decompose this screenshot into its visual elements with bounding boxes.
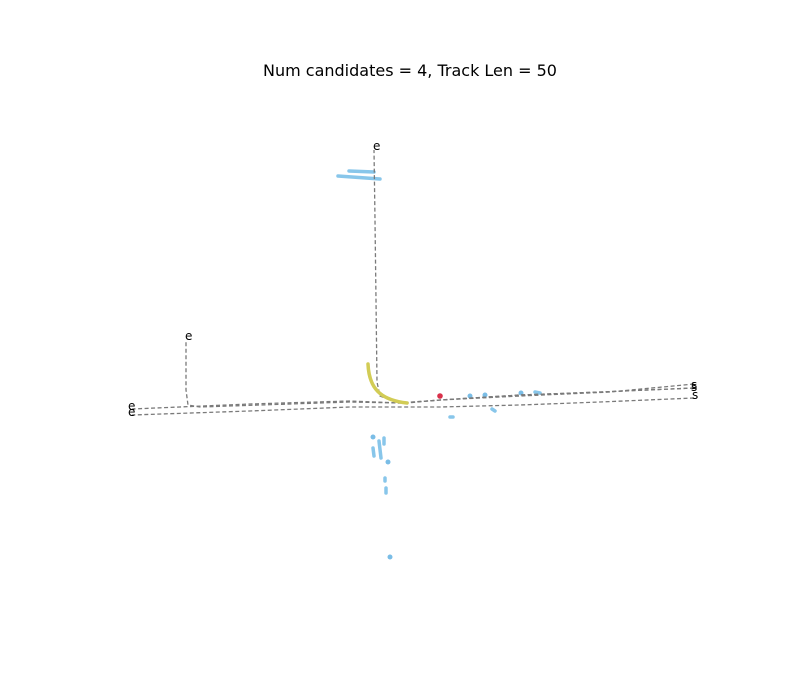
start-label: s <box>691 378 697 392</box>
figure-title: Num candidates = 4, Track Len = 50 <box>263 61 557 80</box>
lane-segment <box>377 439 383 460</box>
lane-point <box>518 390 524 396</box>
end-label: e <box>128 399 135 413</box>
lane-point <box>370 434 376 440</box>
end-label: e <box>128 405 135 419</box>
lane-segment <box>490 407 497 413</box>
lane-segment <box>336 174 382 181</box>
candidate-trajectories <box>131 149 695 416</box>
lane-segment <box>533 390 542 395</box>
lane-segment <box>347 169 376 174</box>
lane-point <box>385 459 391 465</box>
agent-position-marker <box>437 393 443 399</box>
end-label: e <box>373 139 380 153</box>
lane-point <box>387 554 393 560</box>
end-label: e <box>185 329 192 343</box>
endpoint-labels: s s s e e e e <box>128 139 698 419</box>
start-label: s <box>692 388 698 402</box>
candidate-trajectory-4 <box>131 397 695 416</box>
start-label: s <box>691 380 697 394</box>
candidate-trajectory-1 <box>373 149 695 404</box>
lane-point <box>482 392 488 398</box>
candidate-trajectory-3 <box>131 387 695 410</box>
lane-segment <box>371 446 376 458</box>
lane-point <box>467 393 473 399</box>
map-elements <box>336 169 542 560</box>
observed-track <box>366 362 409 405</box>
